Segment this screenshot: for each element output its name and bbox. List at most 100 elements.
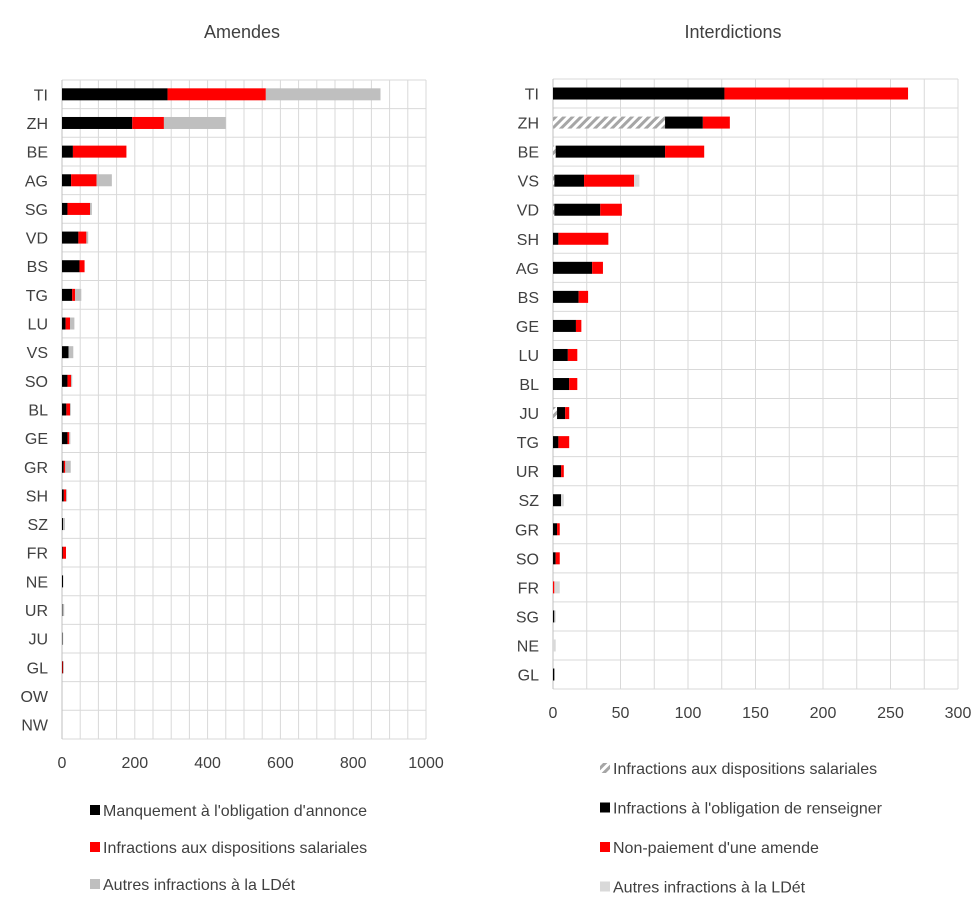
bar-segment (62, 174, 72, 187)
bar-segment (62, 604, 65, 617)
chart-title: Amendes (204, 22, 280, 42)
bar-segment (62, 546, 67, 559)
bar-segment (554, 610, 556, 623)
bar-segment (62, 632, 64, 645)
bar-segment (78, 231, 87, 244)
legend-label: Non-paiement d'une amende (613, 840, 819, 857)
bar-segment (724, 87, 909, 100)
category-tick-label: VD (26, 231, 48, 248)
category-tick-label: UR (516, 464, 539, 481)
bar-segment (553, 523, 558, 536)
bar-segment (79, 260, 85, 273)
x-tick-label: 600 (267, 755, 294, 772)
bar-segment (67, 432, 70, 445)
bar-segment (554, 174, 585, 187)
bar-segment (62, 546, 63, 559)
bar-segment (555, 552, 560, 565)
bar-segment (553, 465, 562, 478)
category-tick-label: SO (516, 551, 539, 568)
bar-segment (72, 288, 76, 301)
bar-segment (62, 88, 168, 101)
category-tick-label: AG (25, 173, 48, 190)
category-tick-label: SZ (519, 493, 540, 510)
category-tick-label: VS (518, 174, 539, 191)
bar-segment (553, 319, 576, 332)
bar-segment (553, 581, 555, 594)
bar-segment (554, 203, 601, 216)
category-tick-label: SH (26, 488, 48, 505)
bar-segment (96, 174, 112, 187)
bar-segment (90, 202, 92, 215)
bar-segment (163, 116, 226, 129)
bar-segment (63, 518, 65, 531)
x-tick-label: 200 (810, 705, 837, 722)
category-tick-label: NE (26, 574, 48, 591)
bars (553, 87, 909, 681)
bar-segment (63, 460, 66, 473)
legend-label: Autres infractions à la LDét (103, 877, 296, 894)
bar-segment (553, 174, 555, 187)
category-tick-label: GR (24, 460, 48, 477)
bar-segment (565, 407, 570, 420)
bar-segment (62, 231, 79, 244)
bar-segment (561, 465, 564, 478)
chart-title: Interdictions (684, 22, 781, 42)
bar-segment (63, 661, 64, 674)
bar-segment (665, 145, 705, 158)
category-tick-label: BS (518, 290, 539, 307)
interdictions-chart: Interdictions TI ZH BE VS VD SH AG BS GE LU BL JU TG… (515, 22, 971, 897)
bar-segment (65, 317, 71, 330)
bar-segment (70, 317, 75, 330)
bar-segment (557, 523, 560, 536)
bar-segment (553, 639, 556, 652)
category-tick-label: BE (518, 145, 539, 162)
bar-segment (66, 489, 68, 502)
bar-segment (578, 290, 589, 303)
category-tick-label: NE (517, 638, 539, 655)
bar-segment (72, 145, 127, 158)
bar-segment (561, 494, 564, 507)
category-tick-label: GR (515, 522, 539, 539)
bar-segment (62, 489, 64, 502)
category-tick-label: SG (516, 609, 539, 626)
bar-segment (553, 494, 562, 507)
bar-segment (553, 668, 555, 681)
gridlines (61, 79, 427, 740)
category-tick-label: ZH (518, 116, 539, 133)
amendes-chart: Amendes TI ZH BE AG SG VD BS TG LU VS SO BL GE GR SH SZ… (20, 22, 443, 894)
bar-segment (584, 174, 634, 187)
x-tick-label: 300 (945, 705, 972, 722)
bar-segment (62, 460, 64, 473)
category-tick-label: BS (27, 259, 48, 276)
legend: Manquement à l'obligation d'annonce Infra… (90, 803, 367, 894)
bar-segment (553, 552, 556, 565)
category-tick-label: AG (516, 261, 539, 278)
bar-segment (553, 348, 568, 361)
bar-segment (62, 116, 133, 129)
bar-segment (62, 317, 66, 330)
bar-segment (569, 378, 578, 391)
bar-segment (553, 407, 558, 420)
bar-segment (557, 407, 566, 420)
bar-segment (553, 290, 579, 303)
bar-segment (558, 436, 570, 449)
bar-segment (62, 432, 68, 445)
x-tick-label: 50 (612, 705, 630, 722)
bar-segment (558, 232, 609, 245)
legend-swatch (600, 881, 610, 892)
category-tick-label: FR (518, 580, 539, 597)
bar-segment (167, 88, 266, 101)
category-tick-label: LU (28, 317, 48, 334)
x-tick-label: 250 (877, 705, 904, 722)
bar-segment (86, 231, 89, 244)
category-tick-label: BL (28, 402, 48, 419)
category-tick-label: GE (516, 319, 539, 336)
category-tick-label: GL (27, 660, 48, 677)
bar-segment (71, 374, 73, 387)
bar-segment (553, 436, 559, 449)
bar-segment (553, 87, 725, 100)
bars (62, 88, 381, 674)
x-tick-label: 150 (742, 705, 769, 722)
category-tick-label: VD (517, 203, 539, 220)
